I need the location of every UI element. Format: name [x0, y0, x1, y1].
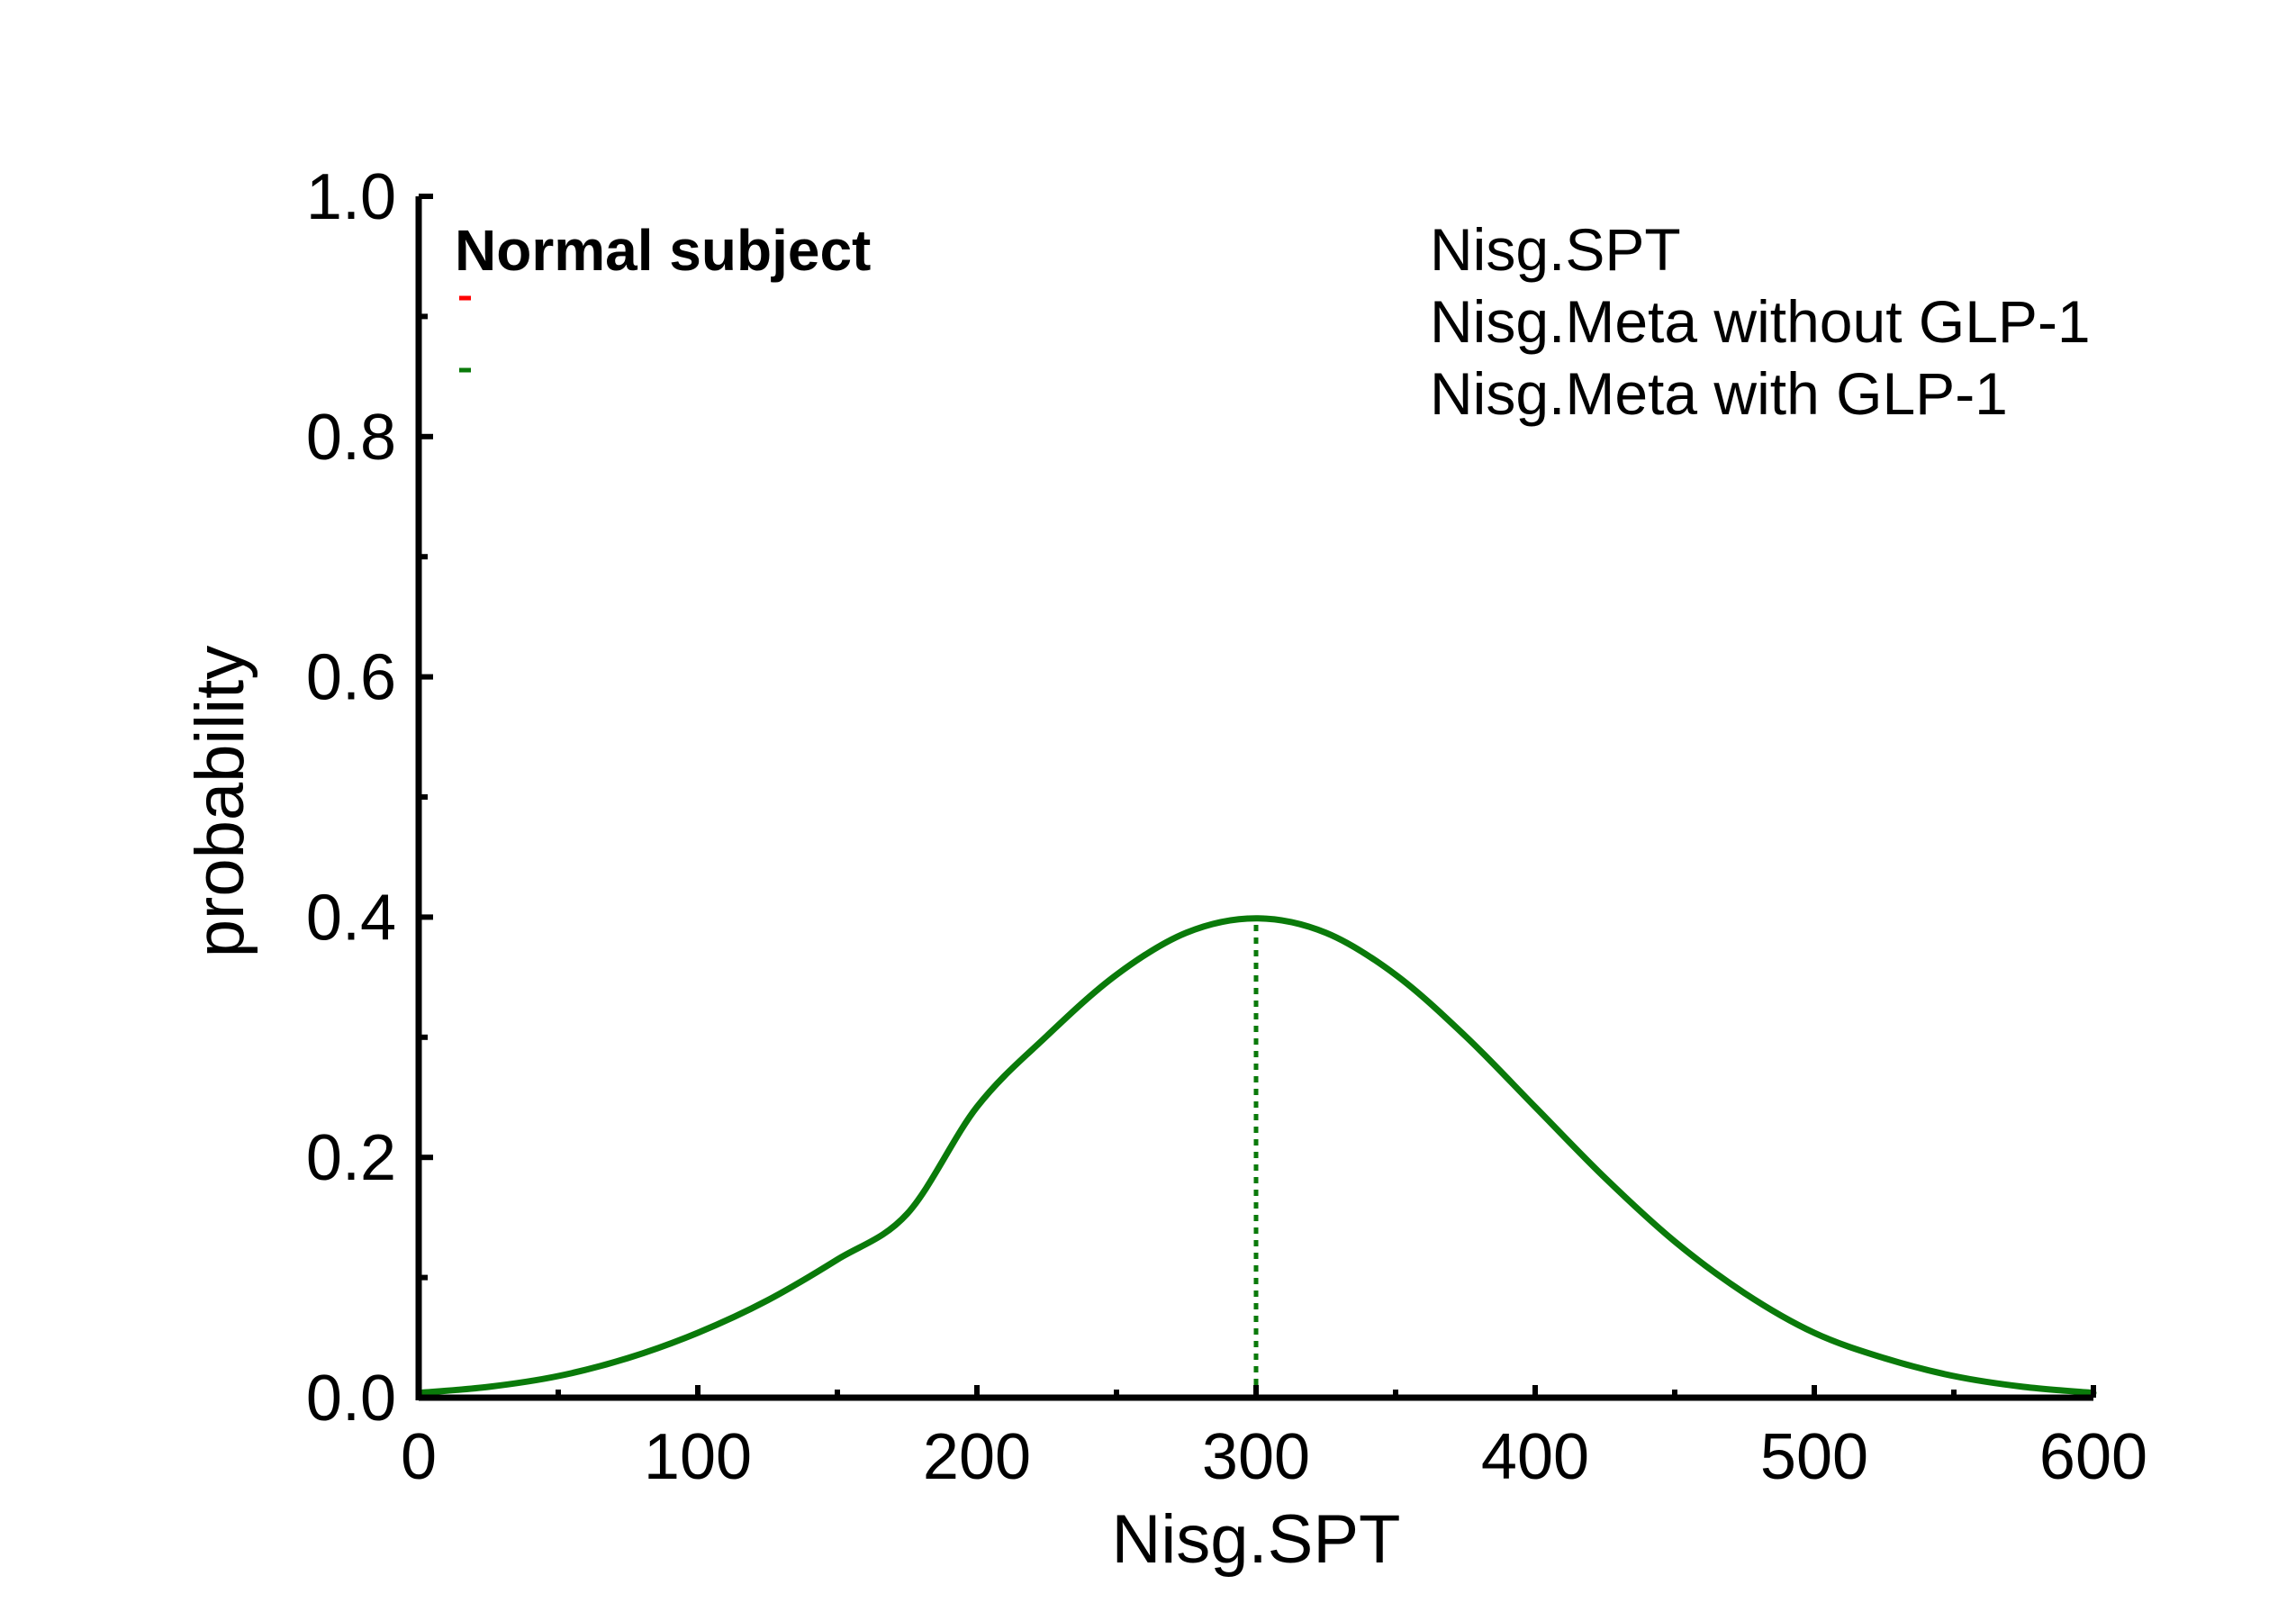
series-line-2 — [415, 915, 2097, 1397]
axes: 0 100 200 300 400 500 600 0.0 0.2 0.4 0.6 0.8 1.0 — [306, 161, 2147, 1493]
x-tick-label: 400 — [1481, 1421, 1589, 1493]
y-tick-label: 0.0 — [306, 1363, 396, 1435]
plot-area — [415, 915, 2097, 1398]
chart-text: Normal subject Nisg.SPT probability — [182, 218, 1400, 1578]
y-tick-label: 0.2 — [306, 1122, 396, 1194]
y-tick-label: 0.8 — [306, 402, 396, 474]
x-tick-label: 200 — [923, 1421, 1031, 1493]
x-axis-title: Nisg.SPT — [1112, 1501, 1401, 1578]
y-tick-label: 1.0 — [306, 161, 396, 233]
y-tick-label: 0.6 — [306, 642, 396, 714]
legend-entry-label: Nisg.Meta with GLP-1 — [1430, 360, 2008, 427]
x-tick-label: 500 — [1760, 1421, 1868, 1493]
x-tick-label: 0 — [401, 1421, 437, 1493]
legend-entry-label: Nisg.Meta without GLP-1 — [1430, 288, 2091, 355]
y-axis-title: probability — [182, 646, 258, 957]
y-tick-label: 0.4 — [306, 882, 396, 954]
legend-entry-label: Nisg.SPT — [1430, 216, 1681, 283]
x-tick-label: 100 — [644, 1421, 752, 1493]
x-tick-label: 600 — [2039, 1421, 2147, 1493]
x-tick-label: 300 — [1202, 1421, 1310, 1493]
chart-title: Normal subject — [455, 218, 871, 283]
